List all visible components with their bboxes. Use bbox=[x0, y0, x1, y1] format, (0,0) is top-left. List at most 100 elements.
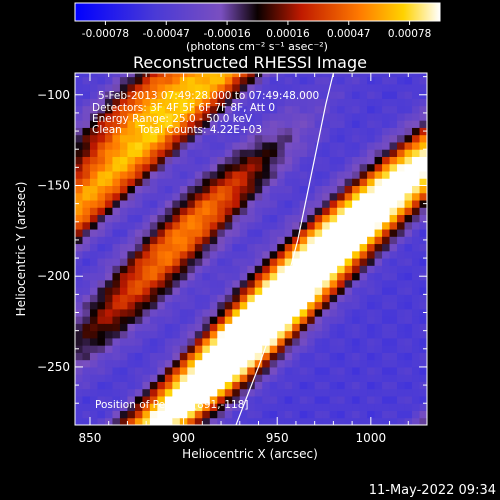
heatmap-cell bbox=[75, 301, 83, 310]
heatmap-cell bbox=[299, 279, 308, 288]
heatmap-cell bbox=[194, 417, 203, 425]
heatmap-cell bbox=[172, 250, 181, 259]
heatmap-cell bbox=[179, 388, 188, 397]
heatmap-cell bbox=[134, 207, 143, 216]
heatmap-cell bbox=[329, 200, 338, 208]
heatmap-cell bbox=[127, 98, 136, 107]
heatmap-cell bbox=[404, 294, 413, 303]
heatmap-cell bbox=[367, 395, 376, 404]
heatmap-cell bbox=[232, 265, 241, 274]
heatmap-cell bbox=[412, 316, 421, 324]
heatmap-cell bbox=[292, 134, 301, 143]
heatmap-cell bbox=[382, 417, 391, 425]
heatmap-cell bbox=[337, 294, 346, 303]
heatmap-cell bbox=[202, 250, 211, 259]
heatmap-cell bbox=[89, 120, 98, 128]
heatmap-cell bbox=[367, 98, 376, 107]
heatmap-cell bbox=[277, 141, 286, 150]
heatmap-cell bbox=[157, 330, 166, 339]
heatmap-cell bbox=[202, 214, 211, 223]
heatmap-cell bbox=[299, 301, 308, 310]
heatmap-cell bbox=[352, 236, 361, 245]
heatmap-cell bbox=[359, 403, 368, 411]
heatmap-cell bbox=[329, 98, 338, 107]
heatmap-cell bbox=[209, 170, 218, 179]
heatmap-cell bbox=[202, 287, 211, 295]
heatmap-cell bbox=[277, 243, 286, 252]
heatmap-cell bbox=[404, 83, 413, 92]
heatmap-cell bbox=[374, 73, 383, 78]
heatmap-cell bbox=[172, 236, 181, 245]
heatmap-cell bbox=[277, 163, 286, 172]
heatmap-cell bbox=[127, 127, 136, 136]
heatmap-cell bbox=[134, 279, 143, 288]
heatmap-cell bbox=[232, 337, 241, 346]
heatmap-cell bbox=[172, 229, 181, 237]
heatmap-cell bbox=[134, 192, 143, 201]
heatmap-cell bbox=[382, 359, 391, 368]
heatmap-cell bbox=[202, 73, 211, 78]
heatmap-cell bbox=[112, 112, 121, 121]
heatmap-cell bbox=[299, 381, 308, 390]
heatmap-cell bbox=[224, 229, 233, 237]
heatmap-cell bbox=[389, 323, 398, 332]
heatmap-cell bbox=[389, 98, 398, 107]
heatmap-cell bbox=[389, 410, 398, 419]
heatmap-cell bbox=[322, 105, 331, 114]
heatmap-cell bbox=[299, 141, 308, 150]
heatmap-cell bbox=[352, 359, 361, 368]
heatmap-cell bbox=[164, 374, 173, 382]
heatmap-cell bbox=[75, 287, 83, 295]
heatmap-cell bbox=[112, 410, 121, 419]
heatmap-cell bbox=[172, 352, 181, 361]
heatmap-cell bbox=[412, 134, 421, 143]
heatmap-cell bbox=[307, 366, 316, 375]
heatmap-cell bbox=[284, 417, 293, 425]
heatmap-cell bbox=[142, 134, 151, 143]
heatmap-cell bbox=[292, 337, 301, 346]
heatmap-cell bbox=[337, 149, 346, 157]
heatmap-cell bbox=[119, 141, 128, 150]
heatmap-cell bbox=[157, 156, 166, 165]
heatmap-cell bbox=[232, 91, 241, 99]
heatmap-cell bbox=[119, 236, 128, 245]
heatmap-cell bbox=[367, 352, 376, 361]
heatmap-cell bbox=[239, 374, 248, 382]
heatmap-cell bbox=[307, 73, 316, 78]
heatmap-cell bbox=[299, 156, 308, 165]
heatmap-cell bbox=[142, 236, 151, 245]
heatmap-cell bbox=[359, 214, 368, 223]
heatmap-cell bbox=[352, 91, 361, 99]
heatmap-cell bbox=[187, 178, 196, 186]
annotation-peak-position: Position of Peak = [891,-118] bbox=[95, 399, 249, 411]
heatmap-cell bbox=[397, 243, 406, 252]
heatmap-cell bbox=[232, 178, 241, 186]
heatmap-cell bbox=[217, 374, 226, 382]
heatmap-cell bbox=[382, 236, 391, 245]
colorbar-tick-label: -0.00047 bbox=[143, 28, 190, 40]
heatmap-cell bbox=[157, 141, 166, 150]
heatmap-cell bbox=[292, 359, 301, 368]
heatmap-cell bbox=[314, 149, 323, 157]
heatmap-cell bbox=[157, 265, 166, 274]
y-tick-label: −200 bbox=[37, 269, 70, 283]
heatmap-cell bbox=[89, 178, 98, 186]
colorbar-unit-label: (photons cm⁻² s⁻¹ asec⁻²) bbox=[186, 40, 328, 53]
heatmap-cell bbox=[307, 243, 316, 252]
heatmap-cell bbox=[344, 214, 353, 223]
heatmap-cell bbox=[359, 229, 368, 237]
heatmap-cell bbox=[172, 192, 181, 201]
heatmap-cell bbox=[247, 345, 256, 353]
heatmap-cell bbox=[119, 388, 128, 397]
heatmap-cell bbox=[412, 221, 421, 230]
heatmap-cell bbox=[292, 410, 301, 419]
heatmap-cell bbox=[194, 330, 203, 339]
heatmap-cell bbox=[149, 149, 158, 157]
heatmap-cell bbox=[164, 337, 173, 346]
heatmap-cell bbox=[112, 417, 121, 425]
heatmap-cell bbox=[322, 287, 331, 295]
heatmap-cell bbox=[367, 83, 376, 92]
heatmap-cell bbox=[314, 294, 323, 303]
heatmap-cell bbox=[119, 178, 128, 186]
heatmap-cell bbox=[119, 91, 128, 99]
